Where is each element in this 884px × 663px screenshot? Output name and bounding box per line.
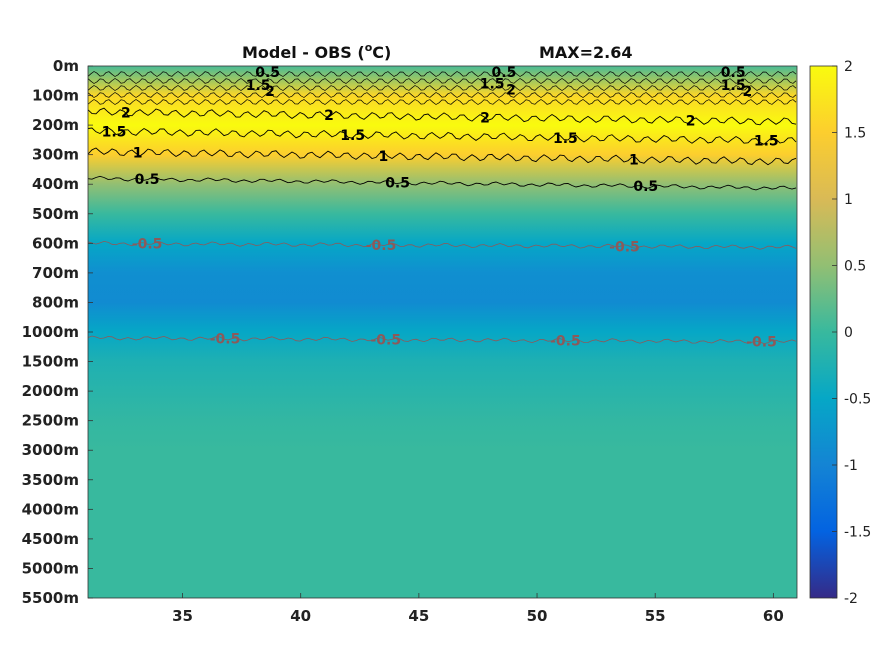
contour-label: -0.5 bbox=[366, 238, 397, 254]
contour-label: 2 bbox=[121, 105, 131, 121]
surface-contour-line bbox=[88, 99, 797, 105]
contour-label: -0.5 bbox=[550, 334, 581, 350]
y-tick-label: 3500m bbox=[22, 471, 79, 489]
contour-label: 0.5 bbox=[385, 176, 410, 192]
contour-label: -0.5 bbox=[370, 333, 401, 349]
contour-label: 2 bbox=[265, 84, 275, 100]
contour-line bbox=[88, 240, 797, 250]
surface-contour-line bbox=[88, 78, 797, 84]
contour-label: -0.5 bbox=[609, 239, 640, 255]
contour-label: 1 bbox=[133, 145, 143, 161]
y-tick-label: 0m bbox=[53, 57, 79, 75]
contour-label: 1 bbox=[379, 149, 389, 165]
y-tick-label: 100m bbox=[32, 87, 79, 105]
y-tick-label: 500m bbox=[32, 205, 79, 223]
contour-label: -0.5 bbox=[746, 335, 777, 351]
contour-label: 2 bbox=[686, 113, 696, 129]
contour-label: 0.5 bbox=[633, 179, 658, 195]
colorbar-tick-label: 1 bbox=[844, 192, 853, 208]
x-axis: 35 40 45 50 55 60 bbox=[172, 593, 784, 625]
chart-title: Model - OBS (oC) bbox=[242, 41, 391, 62]
y-tick-label: 400m bbox=[32, 175, 79, 193]
colorbar-ticks: 2 1.5 1 0.5 0 -0.5 -1 -1.5 -2 bbox=[832, 59, 871, 607]
colorbar-tick-label: -1 bbox=[844, 458, 858, 474]
contour-label: 0.5 bbox=[492, 65, 517, 81]
x-tick-label: 35 bbox=[172, 607, 193, 625]
y-tick-label: 700m bbox=[32, 264, 79, 282]
y-tick-label: 800m bbox=[32, 293, 79, 311]
contour-label: 0.5 bbox=[135, 172, 160, 188]
y-tick-label: 4500m bbox=[22, 530, 79, 548]
colorbar-tick-label: -2 bbox=[844, 591, 858, 607]
colorbar-tick-label: -0.5 bbox=[844, 392, 871, 408]
contour-line bbox=[88, 175, 797, 191]
y-tick-label: 1500m bbox=[22, 353, 79, 371]
contour-line bbox=[88, 127, 797, 145]
surface-contour-line bbox=[88, 71, 797, 77]
contour-label: 2 bbox=[480, 110, 490, 126]
contour-label: 1.5 bbox=[480, 77, 505, 93]
contour-label: 1.5 bbox=[340, 128, 365, 144]
y-tick-label: 2500m bbox=[22, 412, 79, 430]
y-tick-label: 1000m bbox=[22, 323, 79, 341]
contour-label: 2 bbox=[506, 83, 516, 99]
y-tick-label: 300m bbox=[32, 146, 79, 164]
contour-label: 1.5 bbox=[102, 124, 127, 140]
colorbar-tick-label: 0 bbox=[844, 325, 853, 341]
contour-layer: 2 2 2 21.5 1.5 1.5 1.51 1 10.5 0.5 0.5-0.5 -0.5 -0.5… bbox=[88, 65, 797, 351]
max-annotation: MAX=2.64 bbox=[539, 43, 633, 62]
contour-label: 2 bbox=[324, 108, 334, 124]
x-tick-label: 40 bbox=[290, 607, 311, 625]
y-axis: 0m 100m 200m 300m 400m 500m 600m 700m 800m 1000m 1… bbox=[22, 57, 93, 607]
plot-area bbox=[88, 66, 797, 598]
surface-contour-line bbox=[88, 85, 797, 91]
x-tick-label: 60 bbox=[763, 607, 784, 625]
contour-label: 0.5 bbox=[721, 65, 746, 81]
contour-label: 2 bbox=[742, 84, 752, 100]
y-tick-label: 600m bbox=[32, 234, 79, 252]
colorbar-tick-label: -1.5 bbox=[844, 525, 871, 541]
contour-label: 1.5 bbox=[754, 134, 779, 150]
surface-contour-line bbox=[88, 92, 797, 98]
y-tick-label: 200m bbox=[32, 116, 79, 134]
contour-line bbox=[88, 147, 797, 166]
colorbar-tick-label: 0.5 bbox=[844, 259, 866, 275]
x-tick-label: 50 bbox=[527, 607, 548, 625]
contour-label: 1.5 bbox=[721, 78, 746, 94]
x-tick-label: 45 bbox=[408, 607, 429, 625]
colorbar-tick-label: 1.5 bbox=[844, 126, 866, 142]
y-tick-label: 2000m bbox=[22, 382, 79, 400]
contour-label: 1.5 bbox=[246, 78, 271, 94]
y-tick-label: 4000m bbox=[22, 500, 79, 518]
contour-label: -0.5 bbox=[210, 332, 241, 348]
x-tick-label: 55 bbox=[645, 607, 666, 625]
y-tick-label: 5000m bbox=[22, 559, 79, 577]
contour-label: 0.5 bbox=[255, 65, 280, 81]
contour-label: 1 bbox=[629, 152, 639, 168]
contour-label: 1.5 bbox=[553, 131, 578, 147]
contour-label: -0.5 bbox=[132, 237, 163, 253]
colorbar-tick-label: 2 bbox=[844, 59, 853, 75]
contour-line bbox=[88, 107, 797, 126]
contour-line bbox=[88, 335, 797, 345]
y-tick-label: 5500m bbox=[22, 589, 79, 607]
y-tick-label: 3000m bbox=[22, 441, 79, 459]
